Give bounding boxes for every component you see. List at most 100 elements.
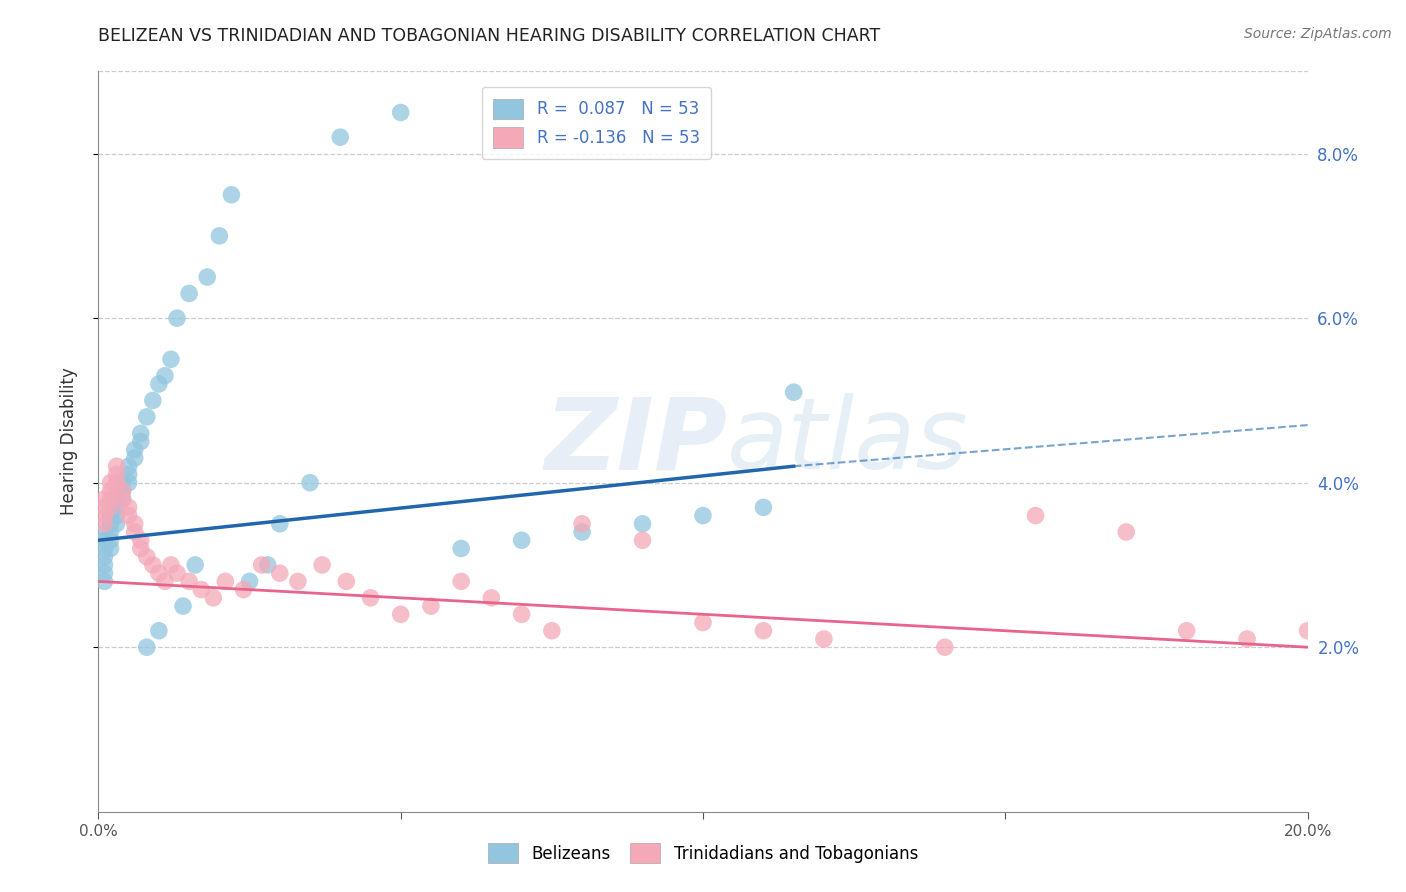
Point	[195, 270, 218, 285]
Point	[184, 558, 207, 572]
Point	[135, 640, 157, 655]
Point	[118, 467, 141, 482]
Point	[93, 566, 115, 581]
Point	[269, 516, 291, 531]
Point	[135, 409, 157, 424]
Point	[214, 574, 236, 589]
Point	[118, 475, 141, 490]
Point	[105, 459, 128, 474]
Point	[179, 286, 201, 301]
Point	[692, 508, 714, 523]
Point	[105, 467, 128, 482]
Point	[287, 574, 309, 589]
Legend: Belizeans, Trinidadians and Tobagonians: Belizeans, Trinidadians and Tobagonians	[481, 837, 925, 870]
Point	[631, 533, 654, 548]
Point	[631, 516, 654, 531]
Point	[93, 549, 115, 564]
Point	[299, 475, 322, 490]
Point	[172, 599, 194, 613]
Point	[111, 475, 134, 490]
Point	[111, 483, 134, 498]
Point	[360, 591, 382, 605]
Point	[420, 599, 443, 613]
Point	[100, 541, 122, 556]
Point	[752, 500, 775, 515]
Point	[124, 442, 146, 457]
Point	[329, 130, 352, 145]
Point	[510, 533, 533, 548]
Point	[250, 558, 273, 572]
Point	[153, 574, 176, 589]
Text: BELIZEAN VS TRINIDADIAN AND TOBAGONIAN HEARING DISABILITY CORRELATION CHART: BELIZEAN VS TRINIDADIAN AND TOBAGONIAN H…	[98, 27, 880, 45]
Point	[221, 187, 243, 202]
Point	[124, 524, 146, 539]
Point	[100, 508, 122, 523]
Point	[190, 582, 212, 597]
Point	[692, 615, 714, 630]
Point	[105, 475, 128, 490]
Point	[510, 607, 533, 622]
Point	[105, 500, 128, 515]
Y-axis label: Hearing Disability: Hearing Disability	[59, 368, 77, 516]
Point	[752, 624, 775, 638]
Point	[571, 524, 593, 539]
Point	[100, 524, 122, 539]
Point	[111, 483, 134, 498]
Point	[208, 228, 231, 243]
Point	[93, 508, 115, 523]
Point	[232, 582, 254, 597]
Point	[389, 607, 412, 622]
Point	[160, 352, 183, 367]
Point	[148, 376, 170, 391]
Point	[111, 492, 134, 507]
Point	[129, 533, 152, 548]
Point	[1296, 624, 1319, 638]
Point	[93, 516, 115, 531]
Point	[129, 434, 152, 449]
Point	[1115, 524, 1137, 539]
Point	[124, 516, 146, 531]
Point	[100, 475, 122, 490]
Point	[142, 393, 165, 408]
Point	[160, 558, 183, 572]
Point	[1236, 632, 1258, 646]
Point	[450, 541, 472, 556]
Point	[100, 483, 122, 498]
Point	[311, 558, 333, 572]
Point	[166, 566, 188, 581]
Point	[571, 516, 593, 531]
Point	[124, 450, 146, 465]
Point	[100, 492, 122, 507]
Point	[153, 368, 176, 383]
Point	[450, 574, 472, 589]
Point	[813, 632, 835, 646]
Point	[783, 385, 806, 400]
Point	[335, 574, 357, 589]
Point	[389, 105, 412, 120]
Point	[129, 541, 152, 556]
Point	[93, 574, 115, 589]
Point	[118, 459, 141, 474]
Point	[105, 508, 128, 523]
Point	[118, 500, 141, 515]
Point	[93, 524, 115, 539]
Point	[481, 591, 503, 605]
Point	[148, 566, 170, 581]
Point	[129, 426, 152, 441]
Point	[93, 558, 115, 572]
Point	[100, 516, 122, 531]
Point	[135, 549, 157, 564]
Point	[142, 558, 165, 572]
Point	[1024, 508, 1046, 523]
Point	[166, 311, 188, 326]
Point	[540, 624, 562, 638]
Point	[179, 574, 201, 589]
Point	[93, 541, 115, 556]
Point	[934, 640, 956, 655]
Point	[93, 533, 115, 548]
Point	[93, 500, 115, 515]
Point	[256, 558, 278, 572]
Point	[105, 516, 128, 531]
Point	[1175, 624, 1198, 638]
Point	[111, 492, 134, 507]
